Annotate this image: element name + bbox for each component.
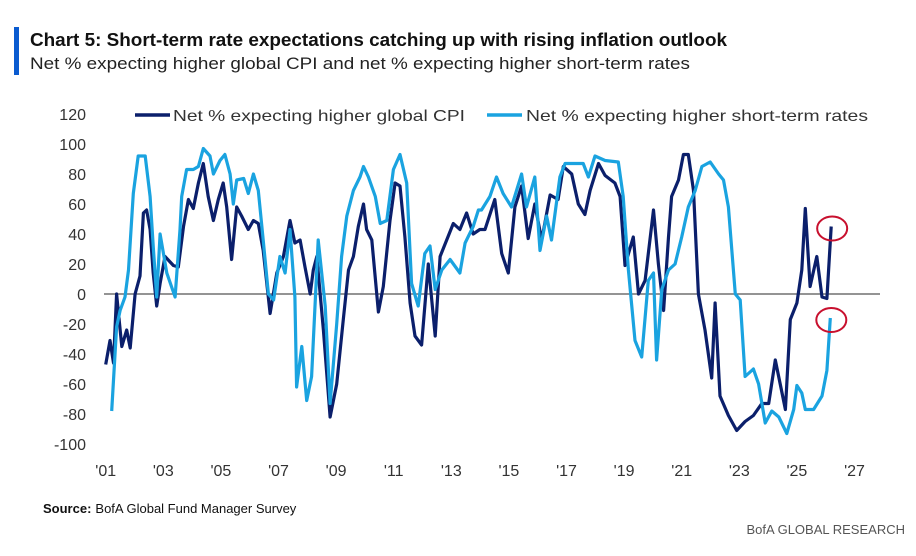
y-tick-label: -100 [54,437,86,454]
x-tick-label: '27 [844,463,865,480]
y-tick-label: 0 [77,287,86,304]
y-tick-label: 80 [68,167,86,184]
legend-label-rates: Net % expecting higher short-term rates [526,108,868,125]
y-tick-label: -20 [63,317,86,334]
y-tick-label: -80 [63,407,86,424]
x-axis: '01 '03 '05 '07 '09 '11 '13 '15 '17 '19 '21 '23 '25 '… [95,463,865,480]
highlights [815,215,849,333]
x-tick-label: '03 [153,463,174,480]
y-tick-label: 100 [59,137,86,154]
x-tick-label: '09 [326,463,347,480]
chart-subtitle: Net % expecting higher global CPI and ne… [30,54,690,73]
x-tick-label: '13 [441,463,462,480]
y-tick-label: 120 [59,107,86,124]
series-group [104,146,833,436]
y-tick-label: 60 [68,197,86,214]
x-tick-label: '05 [210,463,231,480]
y-tick-label: 20 [68,257,86,274]
x-tick-label: '23 [729,463,750,480]
highlight-circle [815,307,848,333]
y-tick-label: -60 [63,377,86,394]
source-note: Source: BofA Global Fund Manager Survey [43,501,297,516]
x-tick-label: '11 [384,463,404,480]
chart-title: Chart 5: Short-term rate expectations ca… [30,30,728,50]
source-text: BofA Global Fund Manager Survey [95,501,296,516]
legend-label-cpi: Net % expecting higher global CPI [173,108,465,125]
highlight-circle [816,215,849,242]
brand-logo: BofA GLOBAL RESEARCH [747,522,905,537]
x-tick-label: '01 [95,463,116,480]
series-line-rates [110,146,832,436]
x-tick-label: '21 [671,463,692,480]
y-axis: 120 100 80 60 40 20 0 -20 -40 -60 -80 -100 [54,107,86,454]
series-line-cpi [104,152,833,433]
x-tick-label: '19 [614,463,635,480]
y-tick-label: 40 [68,227,86,244]
y-tick-label: -40 [63,347,86,364]
x-tick-label: '17 [556,463,577,480]
x-tick-label: '07 [268,463,289,480]
x-tick-label: '25 [786,463,807,480]
source-label: Source: [43,501,91,516]
legend: Net % expecting higher global CPI Net % … [135,108,868,125]
title-accent-bar [14,27,19,75]
x-tick-label: '15 [498,463,519,480]
